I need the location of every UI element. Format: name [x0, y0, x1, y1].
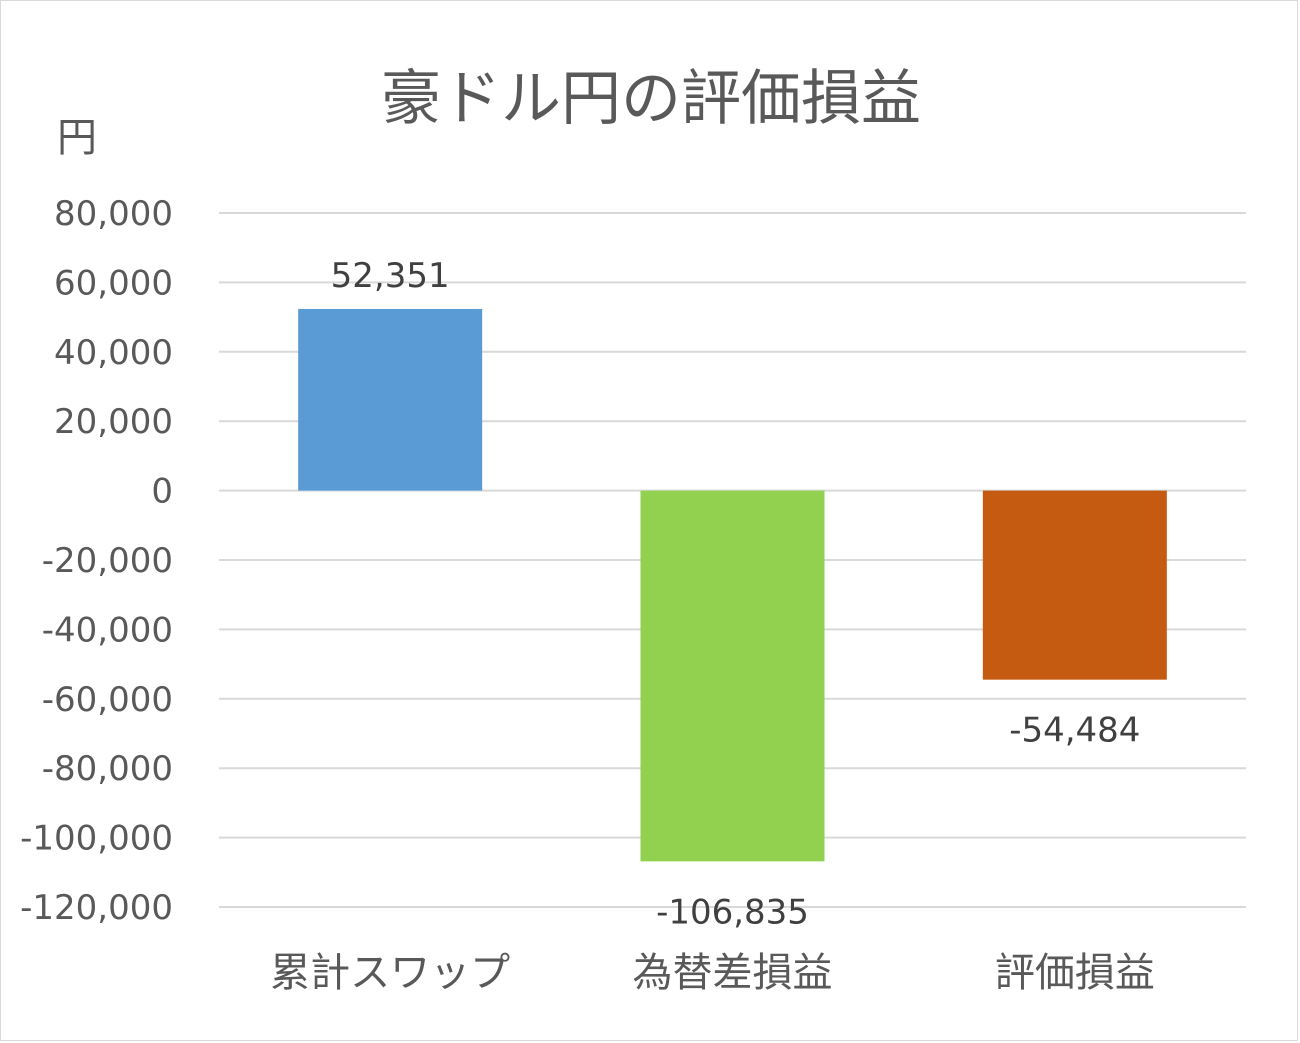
bar-2	[982, 490, 1167, 680]
x-category-label-1: 為替差損益	[633, 950, 833, 996]
y-tick-label: -80,000	[42, 749, 173, 789]
y-tick-label: -120,000	[20, 888, 173, 928]
y-tick-label: -60,000	[42, 680, 173, 720]
y-tick-label: 60,000	[54, 263, 173, 303]
y-tick-label: -20,000	[42, 541, 173, 581]
x-category-label-0: 累計スワップ	[270, 950, 510, 996]
x-axis-categories: 累計スワップ 為替差損益 評価損益	[270, 950, 1155, 996]
data-label-1: -106,835	[656, 892, 809, 932]
y-tick-label: 40,000	[54, 333, 173, 373]
y-tick-label: -100,000	[20, 819, 173, 859]
y-axis-ticks: 80,000 60,000 40,000 20,000 0 -20,000 -40,000 -…	[20, 194, 173, 928]
data-labels: 52,351 -106,835 -54,484	[331, 256, 1141, 932]
y-tick-label: -40,000	[42, 610, 173, 650]
bars	[298, 308, 1167, 862]
y-tick-label: 20,000	[54, 402, 173, 442]
data-label-0: 52,351	[331, 256, 450, 296]
bar-0	[298, 308, 483, 491]
x-category-label-2: 評価損益	[995, 950, 1155, 996]
y-tick-label: 80,000	[54, 194, 173, 234]
data-label-2: -54,484	[1009, 711, 1140, 751]
chart-title: 豪ドル円の評価損益	[381, 64, 921, 134]
y-axis-unit-label: 円	[57, 115, 97, 161]
y-tick-label: 0	[151, 472, 173, 512]
bar-1	[640, 490, 825, 862]
